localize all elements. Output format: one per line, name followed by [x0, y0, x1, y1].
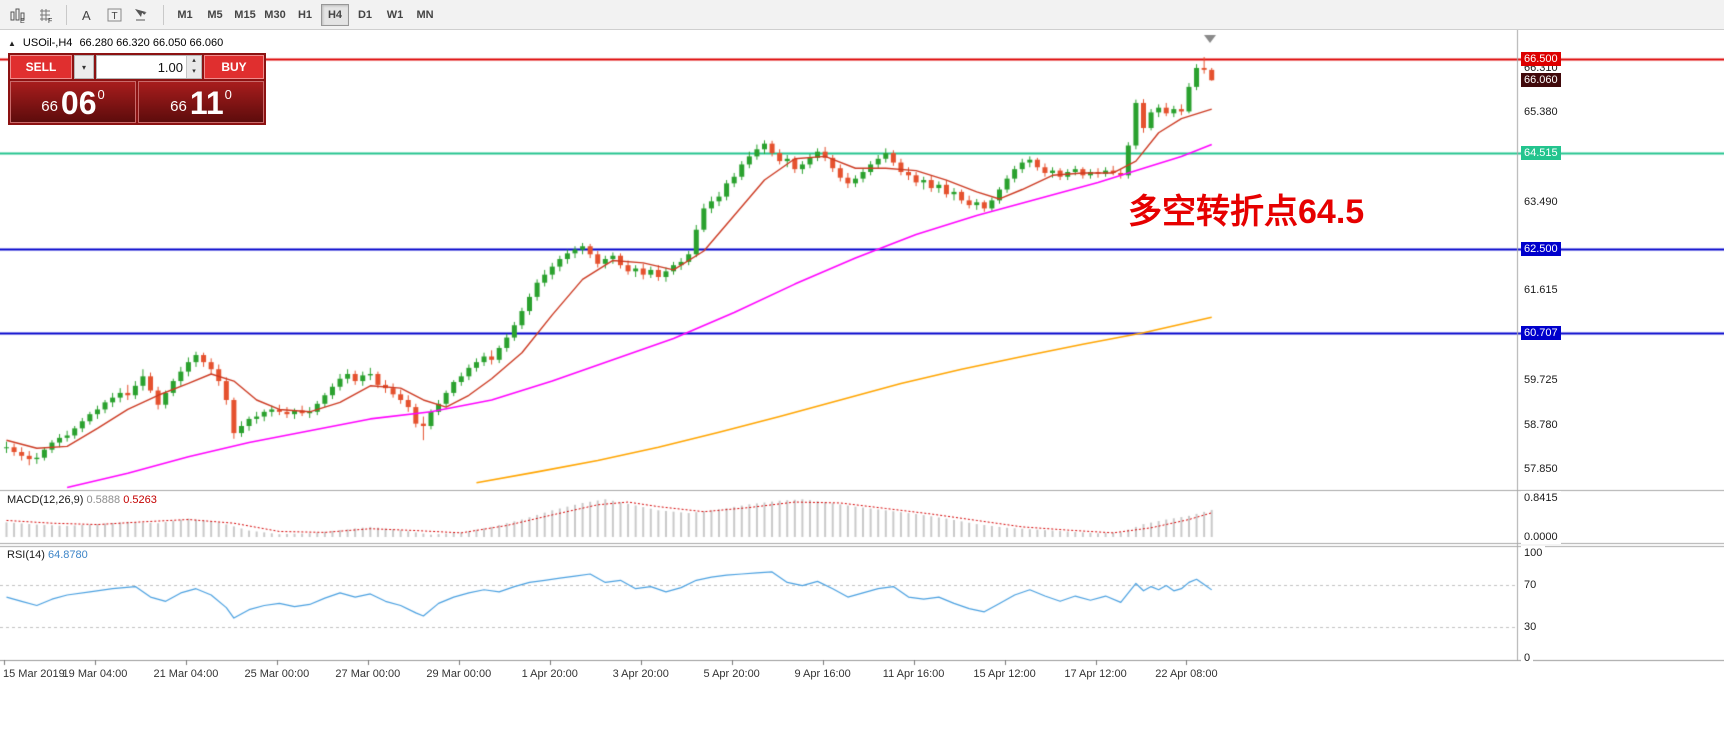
timeframe-d1-button[interactable]: D1	[351, 4, 379, 26]
rsi-value: 64.8780	[47, 549, 88, 561]
timeframe-w1-button[interactable]: W1	[381, 4, 409, 26]
bid-price-display[interactable]: 66 06 0	[10, 81, 136, 123]
macd-axis-label: 0.8415	[1521, 491, 1561, 506]
quote-header: ▲ USOil-,H4 66.280 66.320 66.050 66.060	[8, 37, 223, 49]
time-axis-label: 25 Mar 00:00	[244, 668, 310, 680]
volume-field-wrap: ▴ ▾	[96, 55, 202, 79]
macd-axis-label: 0.0000	[1521, 530, 1561, 544]
symbol-period-label: USOil-,H4	[22, 37, 73, 49]
toolbar-separator	[66, 4, 67, 25]
time-axis-label: 1 Apr 20:00	[521, 668, 578, 680]
price-axis-label: 58.780	[1521, 417, 1561, 432]
svg-text:E: E	[20, 18, 25, 24]
collapse-triangle-icon[interactable]: ▲	[8, 38, 16, 48]
ask-price-display[interactable]: 66 11 0	[138, 81, 264, 123]
time-axis-label: 5 Apr 20:00	[703, 668, 760, 680]
ask-price-point: 0	[224, 87, 232, 102]
svg-text:F: F	[48, 18, 52, 24]
time-axis-label: 27 Mar 00:00	[335, 668, 401, 680]
chart-template-icon[interactable]: E	[5, 3, 31, 27]
rsi-axis-label: 100	[1521, 546, 1546, 560]
timeframe-h1-button[interactable]: H1	[291, 4, 319, 26]
rsi-name: RSI(14)	[7, 549, 45, 561]
chevron-down-icon: ▾	[81, 62, 86, 72]
grid-icon[interactable]: F	[33, 3, 59, 27]
price-axis-label: 57.850	[1521, 461, 1561, 476]
time-axis-label: 15 Apr 12:00	[973, 668, 1036, 680]
svg-text:T: T	[112, 11, 118, 22]
time-axis-label: 11 Apr 16:00	[882, 668, 945, 680]
toolbar: E F A T M1 M5 M15 M30 H1 H4 D1 W1 MN	[0, 0, 1724, 30]
price-axis-label: 64.515	[1521, 146, 1561, 161]
timeframe-h4-button[interactable]: H4	[321, 3, 349, 26]
rsi-label: RSI(14) 64.8780	[7, 549, 88, 561]
text-label-icon[interactable]: A	[74, 3, 100, 27]
timeframe-m30-button[interactable]: M30	[261, 4, 289, 26]
time-axis-label: 19 Mar 04:00	[62, 668, 128, 680]
timeframe-mn-button[interactable]: MN	[411, 4, 439, 26]
sell-button[interactable]: SELL	[10, 55, 72, 79]
macd-signal-value: 0.5263	[123, 494, 157, 506]
chart-annotation: 多空转折点64.5	[1128, 193, 1365, 231]
time-axis-label: 3 Apr 20:00	[612, 668, 669, 680]
time-axis-label: 15 Mar 2019	[3, 668, 65, 680]
crosshair-tools-icon[interactable]	[130, 3, 156, 27]
price-axis-label: 61.615	[1521, 283, 1561, 298]
volume-spinner: ▴ ▾	[186, 56, 201, 78]
price-axis-label: 66.500	[1521, 52, 1561, 67]
price-axis-label: 66.060	[1521, 73, 1561, 88]
time-axis-label: 21 Mar 04:00	[153, 668, 219, 680]
text-frame-icon[interactable]: T	[102, 3, 128, 27]
volume-increase-button[interactable]: ▴	[192, 57, 196, 64]
rsi-axis-label: 0	[1521, 651, 1534, 665]
bid-price-integer: 66	[41, 98, 58, 115]
timeframe-m1-button[interactable]: M1	[171, 4, 199, 26]
macd-main-value: 0.5888	[86, 494, 121, 506]
bid-price-pips: 06	[60, 85, 97, 121]
time-axis-label: 29 Mar 00:00	[426, 668, 492, 680]
rsi-axis-label: 30	[1521, 619, 1540, 634]
macd-label: MACD(12,26,9) 0.5888 0.5263	[7, 494, 157, 506]
price-axis-label: 60.707	[1521, 326, 1561, 341]
volume-dropdown-button[interactable]: ▾	[74, 55, 94, 79]
time-axis-label: 17 Apr 12:00	[1064, 668, 1127, 680]
price-axis-label: 59.725	[1521, 372, 1561, 387]
volume-input[interactable]	[97, 56, 186, 78]
volume-decrease-button[interactable]: ▾	[192, 68, 196, 75]
ohlc-values: 66.280 66.320 66.050 66.060	[79, 37, 224, 49]
price-axis-label: 65.380	[1521, 105, 1561, 120]
buy-button[interactable]: BUY	[204, 55, 264, 79]
price-axis-label: 63.490	[1521, 194, 1561, 209]
chart-canvas[interactable]	[0, 30, 1724, 688]
time-axis-label: 9 Apr 16:00	[794, 668, 851, 680]
time-axis-label: 22 Apr 08:00	[1155, 668, 1218, 680]
rsi-axis-label: 70	[1521, 577, 1540, 592]
timeframe-m15-button[interactable]: M15	[231, 4, 259, 26]
ask-price-pips: 11	[189, 85, 224, 121]
price-axis-label: 62.500	[1521, 241, 1561, 256]
macd-name: MACD(12,26,9)	[7, 494, 84, 506]
svg-text:A: A	[82, 8, 91, 23]
bid-price-point: 0	[97, 87, 105, 102]
toolbar-separator	[163, 4, 164, 25]
timeframe-m5-button[interactable]: M5	[201, 4, 229, 26]
ask-price-integer: 66	[170, 98, 187, 115]
